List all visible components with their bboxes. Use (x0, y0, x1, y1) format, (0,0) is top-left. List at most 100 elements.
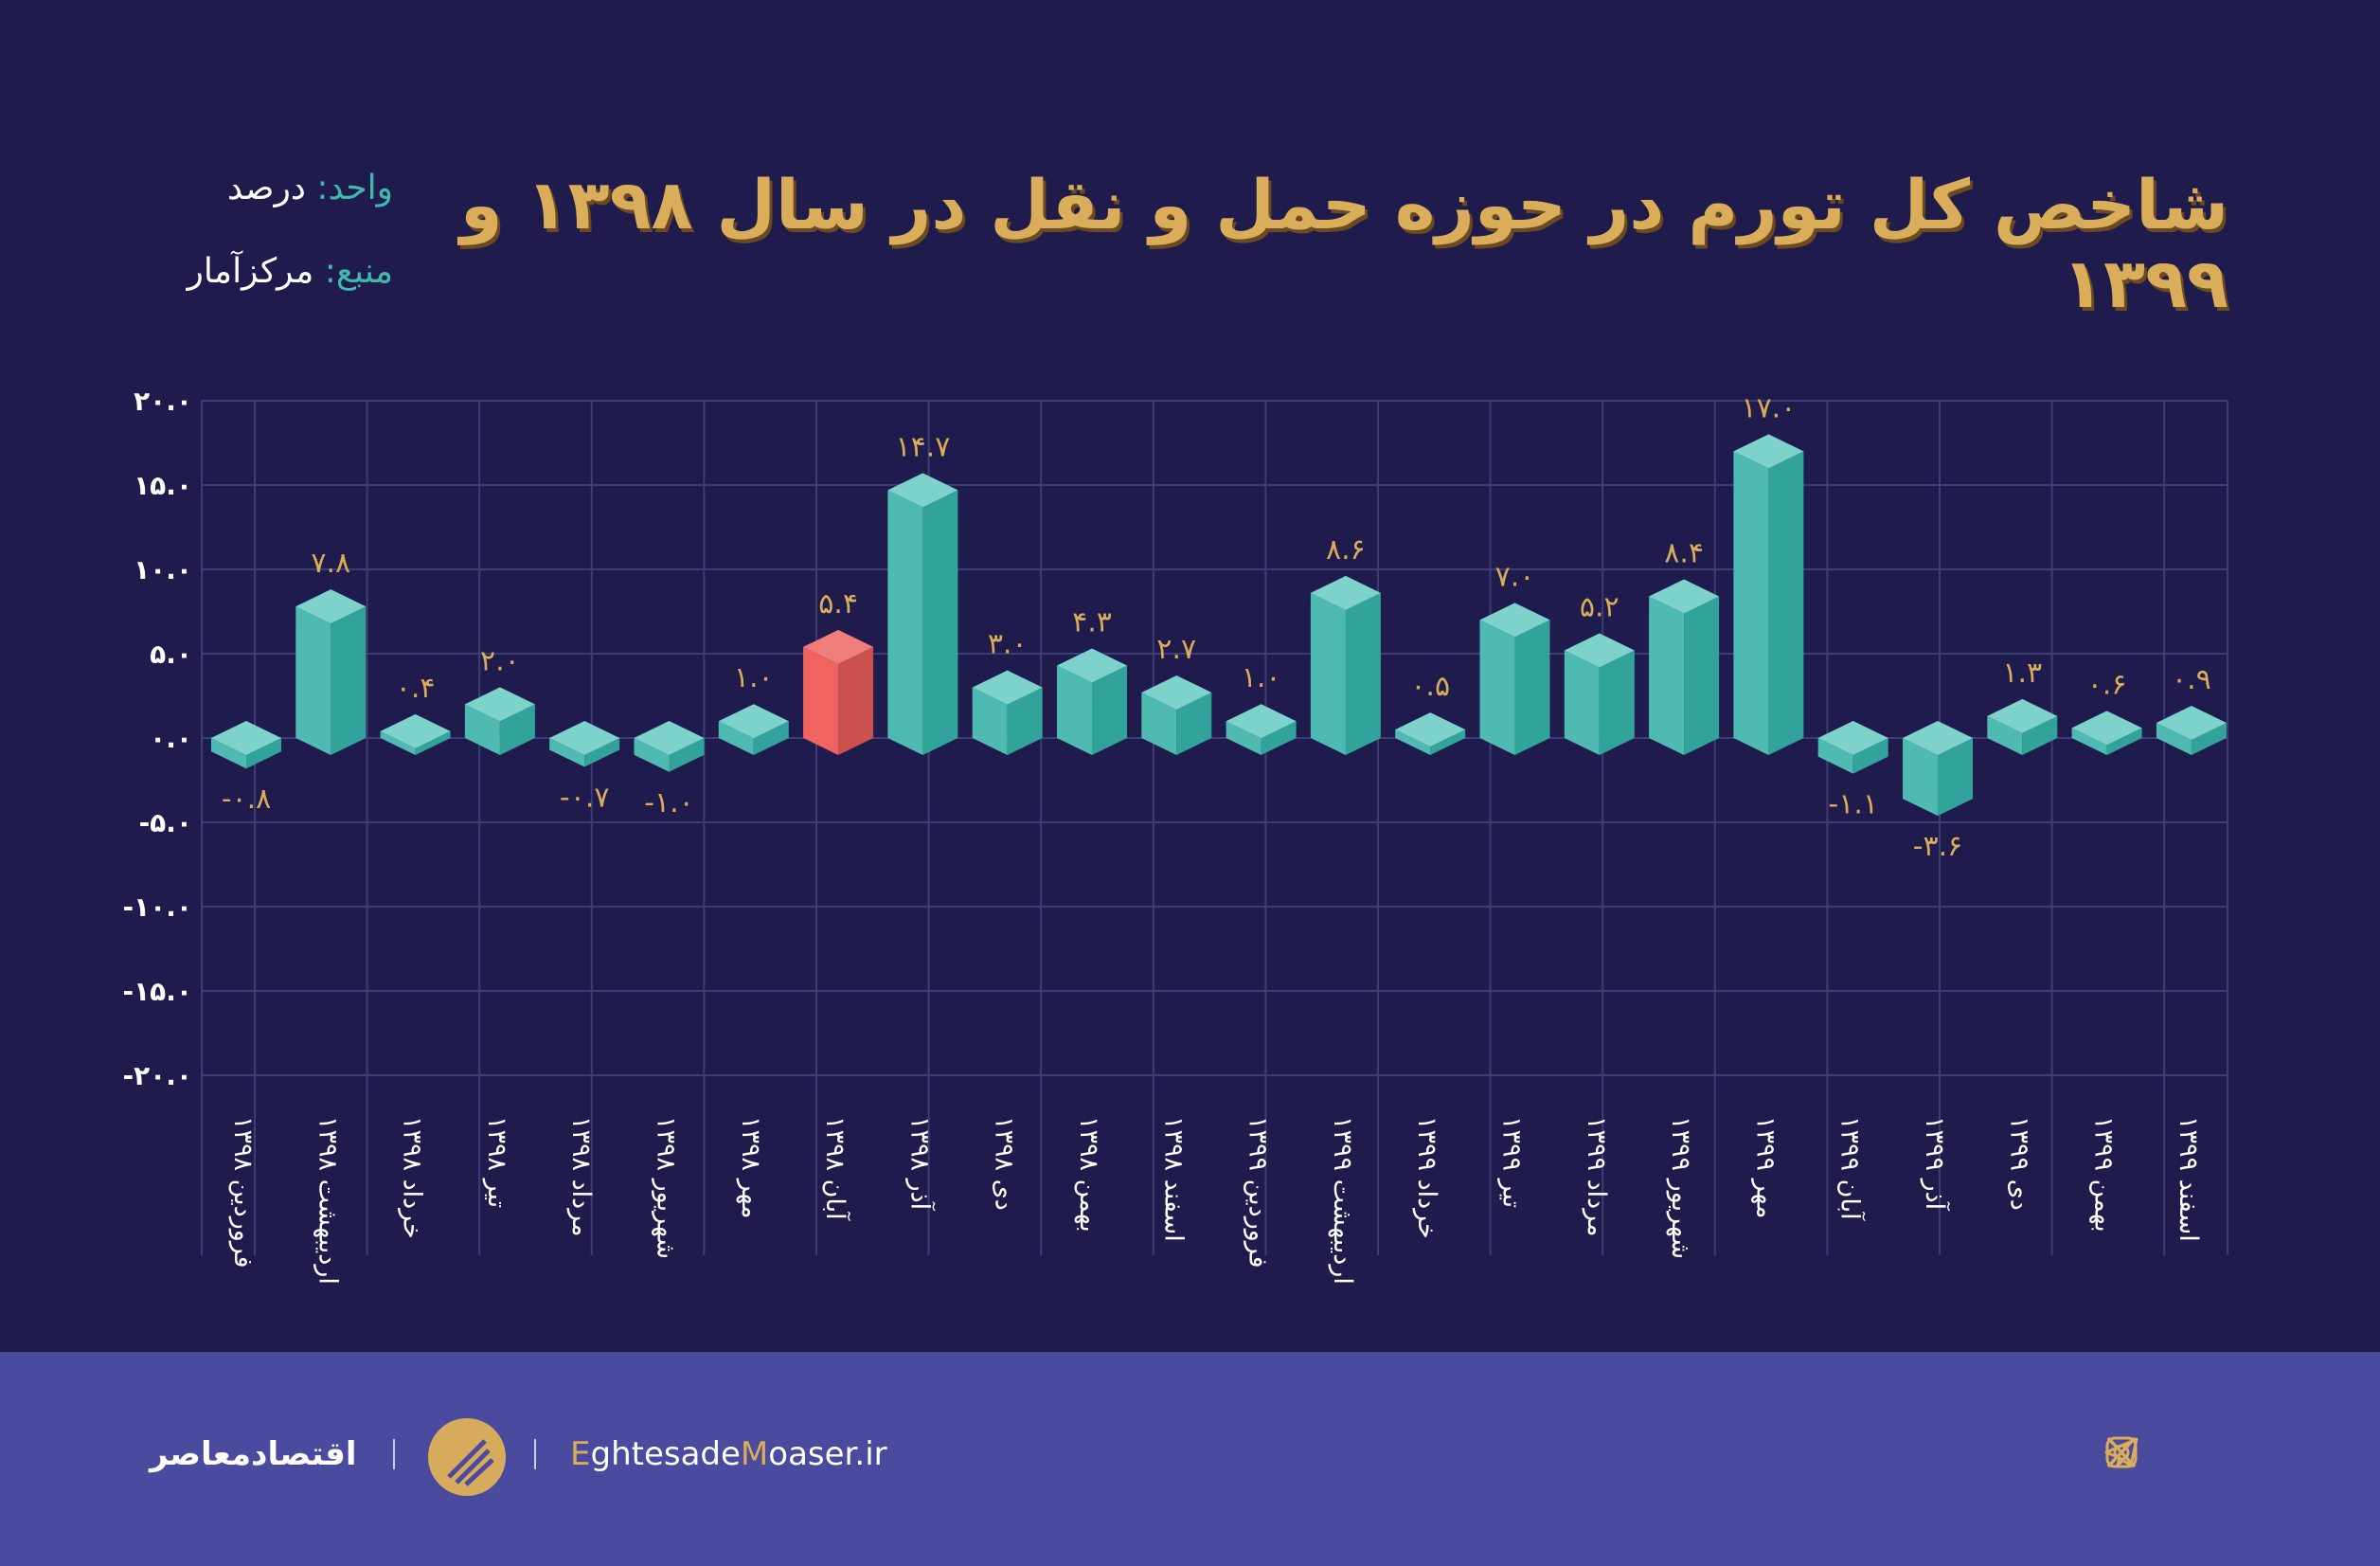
data-label: ۴.۳ (1072, 605, 1112, 639)
data-label: ۲.۰ (480, 644, 520, 677)
x-tick-label: اسفند ۱۳۹۹ (2174, 1116, 2203, 1242)
y-tick-label: ۰.۰ (150, 723, 192, 754)
x-tick-label: مهر ۱۳۹۹ (1750, 1116, 1780, 1218)
bar-top-face (1479, 603, 1550, 638)
data-label: ۵.۴ (818, 587, 858, 621)
bar-top-face (2071, 711, 2142, 746)
unit-key: واحد: (316, 169, 393, 207)
bar-right-face (1684, 596, 1720, 755)
bar-left-face (1479, 620, 1515, 755)
bar (972, 670, 1043, 755)
x-tick-label: مرداد ۱۳۹۸ (566, 1116, 596, 1237)
bar-left-face (1817, 738, 1853, 774)
bar-left-face (1649, 596, 1685, 755)
y-tick-label: ۵.۰ (150, 639, 192, 670)
data-label: -۱.۱ (1828, 788, 1878, 821)
bar-left-face (1903, 738, 1938, 817)
data-label: ۳.۰ (988, 628, 1028, 661)
data-label: ۷.۸ (311, 547, 350, 580)
y-tick-label: -۵.۰ (139, 807, 192, 838)
bar (1310, 575, 1381, 755)
bar (1817, 721, 1888, 774)
bar-right-face (2022, 715, 2058, 755)
page-title: شاخص کل تورم در حوزه حمل و نقل در سال ۱۳… (459, 165, 2228, 323)
bar (718, 704, 789, 755)
x-tick-label: آبان ۱۳۹۸ (820, 1116, 850, 1221)
instagram-icon[interactable] (2103, 1433, 2140, 1471)
bar (1564, 633, 1635, 755)
bar-top-face (1903, 721, 1973, 755)
bar-top-face (1395, 712, 1466, 747)
data-label: ۱.۰ (1242, 661, 1281, 694)
bar-right-face (1768, 451, 1804, 755)
bar (1987, 698, 2058, 755)
bar (887, 473, 958, 755)
data-label: ۱۴.۷ (895, 430, 950, 463)
x-tick-label: خرداد ۱۳۹۹ (1412, 1116, 1441, 1239)
data-label: ۰.۴ (396, 672, 436, 705)
bar-left-face (972, 687, 1008, 755)
bar-top-face (1987, 698, 2058, 733)
bar-left-face (2156, 722, 2192, 755)
bar (295, 589, 367, 755)
bar-left-face (1141, 692, 1177, 755)
bar (634, 721, 705, 772)
source-info: منبع: مرکزآمار (147, 252, 393, 291)
data-label: -۰.۷ (560, 781, 610, 814)
bar-left-face (1310, 592, 1346, 755)
bar-top-face (1226, 704, 1297, 739)
bar-top-face (1817, 721, 1888, 755)
data-label: ۱۷.۰ (1741, 391, 1796, 424)
bar-top-face (1649, 579, 1720, 614)
data-label: ۵.۲ (1580, 590, 1619, 623)
x-tick-label: آبان ۱۳۹۹ (1835, 1116, 1866, 1221)
bar-right-face (499, 704, 535, 755)
bar-left-face (1057, 665, 1092, 755)
x-icon[interactable] (2103, 1433, 2140, 1471)
bar (2071, 711, 2142, 755)
bar-left-face (549, 738, 585, 767)
x-tick-label: اسفند ۱۳۹۸ (1158, 1116, 1188, 1242)
bar-right-face (2191, 722, 2227, 755)
bar-left-face (1226, 721, 1262, 755)
data-label: -۰.۸ (222, 783, 272, 816)
x-tick-label: دی ۱۳۹۸ (990, 1116, 1019, 1211)
data-label: ۱.۳ (2002, 657, 2042, 690)
x-tick-label: مهر ۱۳۹۸ (736, 1116, 765, 1218)
bar-left-face (887, 490, 923, 755)
bar (1141, 675, 1212, 755)
data-label: ۱.۰ (734, 661, 774, 694)
source-value: مرکزآمار (187, 252, 314, 291)
bar-right-face (1852, 738, 1888, 774)
data-label: ۰.۵ (1410, 670, 1450, 703)
data-label: ۰.۹ (2172, 663, 2211, 696)
bar-top-face (2156, 705, 2227, 740)
footer: اقتصادمعاصر EghtesadeMoaser.ir (0, 1352, 2380, 1566)
bar-left-face (1395, 729, 1431, 755)
data-label: ۷.۰ (1495, 560, 1535, 593)
x-tick-label: تیر ۱۳۹۸ (482, 1116, 511, 1208)
unit-info: واحد: درصد (147, 169, 393, 207)
website-link[interactable]: EghtesadeMoaser.ir (570, 1435, 887, 1473)
data-label: ۰.۶ (2087, 668, 2127, 701)
bar-top-face (1310, 575, 1381, 610)
bar-top-face (464, 687, 535, 722)
bar-top-face (634, 721, 705, 755)
x-tick-label: اردیبهشت ۱۳۹۹ (1328, 1116, 1357, 1285)
bar-right-face (1176, 692, 1212, 755)
bar-top-face (718, 704, 789, 739)
bar-top-face (1564, 633, 1635, 668)
bar-left-face (718, 721, 754, 755)
bar-right-face (1599, 650, 1635, 755)
bar (1903, 721, 1973, 817)
bar-right-face (669, 738, 705, 772)
x-tick-label: شهریور ۱۳۹۸ (652, 1116, 681, 1259)
bar-right-face (1345, 592, 1381, 755)
x-tick-label: فروردین ۱۳۹۸ (228, 1116, 258, 1269)
bar-top-face (295, 589, 367, 624)
bar-right-face (1938, 738, 1973, 817)
bar-top-face (211, 721, 281, 755)
bar-right-face (1430, 729, 1466, 755)
data-label: -۱.۰ (644, 786, 694, 819)
data-label: ۸.۶ (1326, 533, 1366, 567)
